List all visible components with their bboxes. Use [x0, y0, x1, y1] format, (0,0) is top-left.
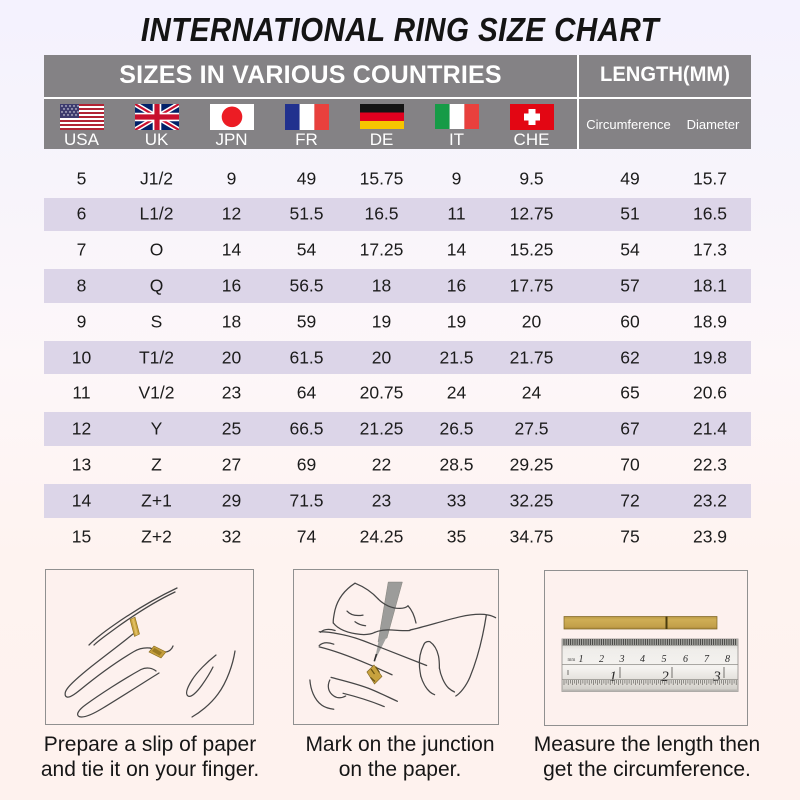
svg-text:7: 7	[704, 654, 710, 665]
svg-text:2: 2	[599, 654, 604, 665]
svg-text:2: 2	[661, 669, 669, 685]
svg-text:5: 5	[662, 654, 667, 665]
svg-text:3: 3	[619, 654, 625, 665]
svg-text:8: 8	[725, 654, 730, 665]
svg-text:mm: mm	[568, 658, 576, 663]
svg-text:1: 1	[579, 654, 584, 665]
svg-text:4: 4	[640, 654, 645, 665]
svg-text:6: 6	[683, 654, 688, 665]
svg-text:1: 1	[609, 669, 617, 685]
svg-text:3: 3	[712, 669, 721, 685]
